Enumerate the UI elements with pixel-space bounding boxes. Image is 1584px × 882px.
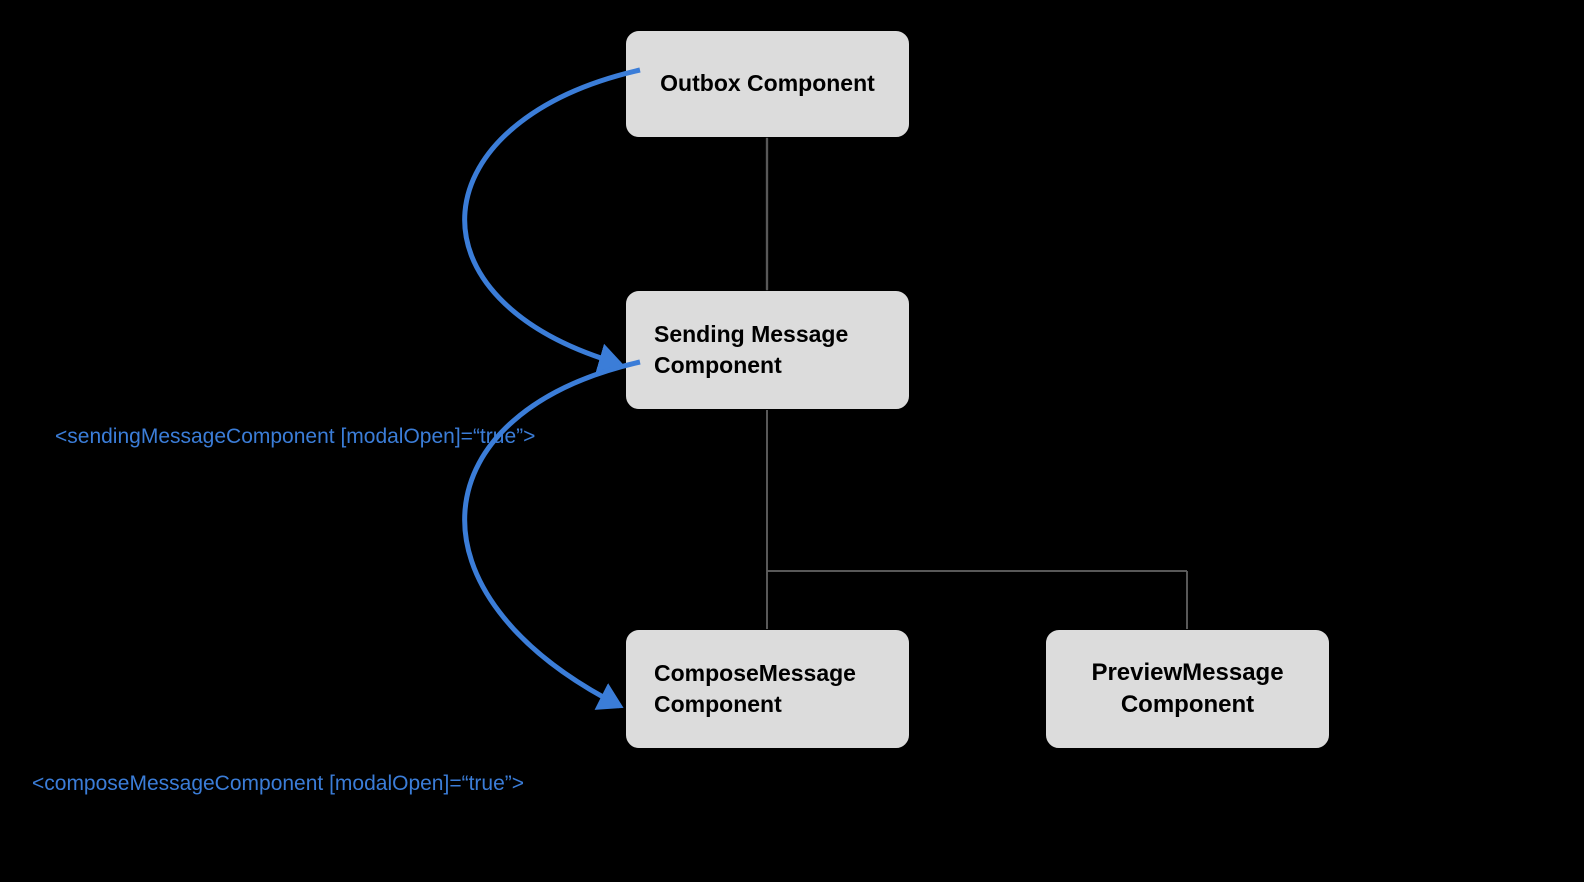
node-outbox: Outbox Component: [625, 30, 910, 138]
annotation-text: <composeMessageComponent [modalOpen]=“tr…: [32, 772, 524, 795]
annotation-compose: <composeMessageComponent [modalOpen]=“tr…: [32, 772, 524, 796]
node-label: PreviewMessage Component: [1091, 657, 1283, 722]
node-label: ComposeMessage Component: [654, 658, 856, 720]
node-sending-message: Sending Message Component: [625, 290, 910, 410]
node-label: Outbox Component: [660, 68, 875, 99]
annotation-sending: <sendingMessageComponent [modalOpen]=“tr…: [55, 425, 535, 449]
node-label: Sending Message Component: [654, 319, 848, 381]
node-compose-message: ComposeMessage Component: [625, 629, 910, 749]
arrow-to-sending: [465, 70, 640, 364]
arrow-to-compose: [465, 362, 640, 706]
annotation-text: <sendingMessageComponent [modalOpen]=“tr…: [55, 425, 535, 448]
node-preview-message: PreviewMessage Component: [1045, 629, 1330, 749]
